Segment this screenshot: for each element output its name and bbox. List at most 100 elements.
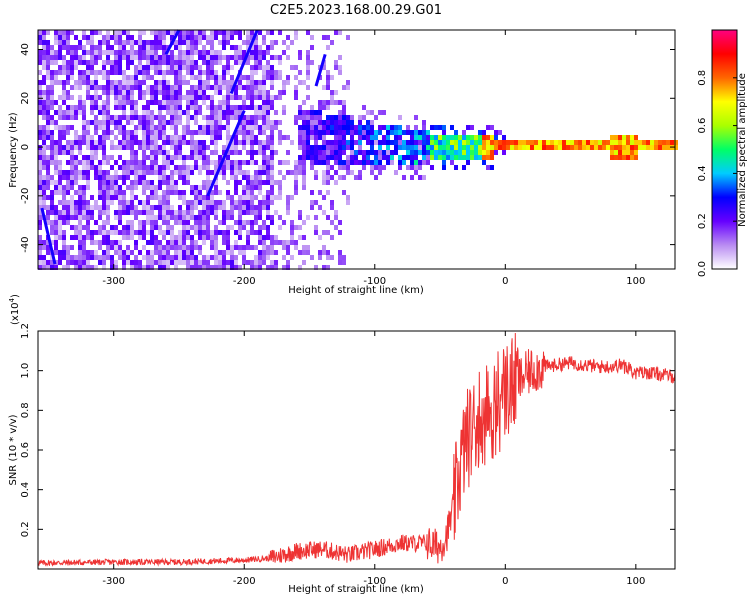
spectrogram-cell (218, 200, 222, 205)
spectrogram-cell (370, 125, 374, 130)
spectrogram-cell (246, 95, 250, 100)
spectrogram-cell (126, 225, 130, 230)
spectrogram-cell (234, 180, 238, 185)
spectrogram-cell (162, 105, 166, 110)
spectrogram-cell (62, 240, 66, 245)
spectrogram-cell (94, 75, 98, 80)
spectrogram-cell (150, 125, 154, 130)
spectrogram-cell (242, 175, 246, 180)
spectrogram-cell (202, 165, 206, 170)
spectrogram-cell (94, 105, 98, 110)
spectrogram-cell (302, 175, 306, 180)
spectrogram-cell (670, 140, 674, 145)
spectrogram-cell (178, 210, 182, 215)
spectrogram-cell (282, 105, 286, 110)
spectrogram-cell (202, 80, 206, 85)
spectrogram-cell (158, 100, 162, 105)
spectrogram-streak (164, 29, 181, 56)
spectrogram-cell (630, 140, 634, 145)
spectrogram-cell (570, 140, 574, 145)
spectrogram-cell (278, 160, 282, 165)
spectrogram-cell (382, 165, 386, 170)
spectrogram-cell (46, 65, 50, 70)
spectrogram-cell (110, 255, 114, 260)
spectrogram-cell (390, 125, 394, 130)
spectrogram-cell (158, 150, 162, 155)
spectrogram-cell (178, 95, 182, 100)
spectrogram-cell (170, 240, 174, 245)
spectrogram-cell (166, 85, 170, 90)
spectrogram-cell (274, 40, 278, 45)
spectrogram-cell (434, 145, 438, 150)
spectrogram-cell (142, 155, 146, 160)
spectrogram-cell (250, 65, 254, 70)
spectrogram-cell (126, 255, 130, 260)
spectrogram-cell (54, 215, 58, 220)
spectrogram-cell (226, 30, 230, 35)
spectrogram-cell (270, 215, 274, 220)
spectrogram-cell (82, 120, 86, 125)
spectrogram-cell (270, 130, 274, 135)
spectrogram-cell (250, 200, 254, 205)
spectrogram-cell (270, 135, 274, 140)
spectrogram-cell (94, 175, 98, 180)
spectrogram-cell (142, 65, 146, 70)
spectrogram-cell (54, 190, 58, 195)
spectrogram-cell (330, 120, 334, 125)
spectrogram-cell (362, 115, 366, 120)
spectrogram-cell (418, 150, 422, 155)
spectrogram-cell (262, 55, 266, 60)
spectrogram-cell (346, 130, 350, 135)
spectrogram-cell (274, 75, 278, 80)
spectrogram-cell (326, 215, 330, 220)
spectrogram-cell (470, 145, 474, 150)
spectrogram-cell (214, 120, 218, 125)
spectrogram-cell (210, 195, 214, 200)
spectrogram-cell (238, 215, 242, 220)
spectrogram-cell (286, 35, 290, 40)
spectrogram-cell (310, 35, 314, 40)
spectrogram-cell (650, 145, 654, 150)
spectrogram-cell (122, 170, 126, 175)
spectrogram-cell (162, 125, 166, 130)
spectrogram-cell (214, 265, 218, 270)
spectrogram-cell (154, 95, 158, 100)
spectrogram-cell (98, 255, 102, 260)
colorbar-gradient (711, 29, 738, 270)
spectrogram-cell (186, 265, 190, 270)
spectrogram-cell (446, 150, 450, 155)
spectrogram-cell (118, 230, 122, 235)
spectrogram-cell (346, 160, 350, 165)
spectrogram-cell (42, 165, 46, 170)
spectrogram-cell (174, 130, 178, 135)
spectrogram-cell (230, 35, 234, 40)
spectrogram-cell (246, 75, 250, 80)
spectrogram-cell (186, 205, 190, 210)
spectrogram-cell (178, 65, 182, 70)
spectrogram-cell (214, 75, 218, 80)
spectrogram-cell (58, 225, 62, 230)
spectrogram-cell (66, 130, 70, 135)
spectrogram-cell (126, 85, 130, 90)
spectrogram-cell (58, 180, 62, 185)
spectrogram-cell (142, 185, 146, 190)
spectrogram-cell (294, 245, 298, 250)
spectrogram-cell (410, 140, 414, 145)
spectrogram-cell (266, 200, 270, 205)
spectrogram-cell (102, 160, 106, 165)
spectrogram-cell (222, 85, 226, 90)
spectrogram-cell (50, 45, 54, 50)
spectrogram-cell (194, 260, 198, 265)
spectrogram-cell (70, 255, 74, 260)
spectrogram-cell (142, 245, 146, 250)
spectrogram-cell (502, 135, 506, 140)
spectrogram-cell (154, 170, 158, 175)
spectrogram-cell (266, 75, 270, 80)
spectrogram-cell (114, 115, 118, 120)
spectrogram-cell (126, 120, 130, 125)
spectrogram-cell (242, 115, 246, 120)
spectrogram-cell (74, 165, 78, 170)
spectrogram-cell (362, 105, 366, 110)
spectrogram-cell (306, 75, 310, 80)
